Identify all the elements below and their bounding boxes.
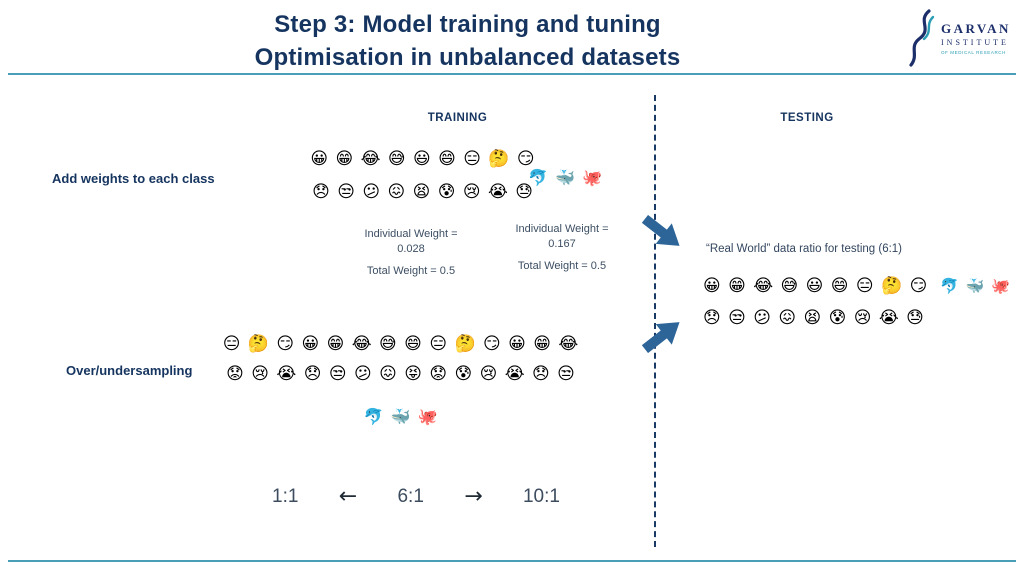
- individual-weight-label-2: Individual Weight =: [515, 223, 609, 235]
- training-column-label: TRAINING: [427, 112, 488, 124]
- weight-group-minority: Individual Weight = 0.167 Total Weight =…: [487, 222, 637, 274]
- footer-rule: [8, 560, 1016, 562]
- sampling-animal-emojis: 🐬 🐳 🐙: [363, 407, 439, 426]
- sampling-sad-emojis: 😟 😢 😭 😞 😒 😕 😖 😝 😟 😰 😢 😭 😞 😒: [226, 364, 576, 384]
- weight-group-majority: Individual Weight = 0.028 Total Weight =…: [330, 227, 492, 279]
- testing-row-sad: 😞 😒 😕 😖 😫 😰 😢 😭 😓: [703, 308, 925, 328]
- logo-subtitle: OF MEDICAL RESEARCH: [941, 49, 1006, 55]
- weights-majority-happy-emojis: 😀 😁 😂 😅 😃 😄 😑 🤔 😏: [310, 149, 536, 169]
- ratio-10-1: 10:1: [522, 486, 560, 507]
- testing-column-label: TESTING: [780, 112, 834, 124]
- logo-name: GARVAN: [941, 20, 1011, 36]
- total-weight-2: Total Weight = 0.5: [517, 260, 607, 272]
- weights-minority-animal-emojis: 🐬 🐳 🐙: [528, 168, 603, 187]
- dna-dancer-icon: [909, 9, 935, 67]
- real-world-ratio-caption: “Real World” data ratio for testing (6:1…: [706, 243, 903, 255]
- ratio-scale: 1:1 ← 6:1 → 10:1: [272, 486, 560, 508]
- page-title: Step 3: Model training and tuning Optimi…: [0, 8, 935, 74]
- train-test-dashed-divider: [654, 95, 656, 547]
- ratio-6-1: 6:1: [397, 486, 424, 507]
- weights-majority-sad-emojis: 😞 😒 😕 😖 😫 😰 😢 😭 😓: [312, 182, 534, 202]
- testing-sad-emojis: 😞 😒 😕 😖 😫 😰 😢 😭 😓: [703, 308, 925, 328]
- testing-animal-emojis: 🐬 🐳 🐙: [940, 277, 1011, 295]
- logo-institute: INSTITUTE: [941, 37, 1009, 47]
- weights-row-label: Add weights to each class: [52, 171, 215, 186]
- right-arrow-icon: →: [464, 484, 483, 509]
- sampling-happy-emojis: 😑 🤔 😏 😀 😁 😂 😅 😄 😑 🤔 😏 😀 😁 😂: [222, 334, 580, 354]
- individual-weight-value-2: 0.167: [548, 238, 576, 250]
- logo-text: GARVAN INSTITUTE OF MEDICAL RESEARCH: [941, 21, 1011, 56]
- train-to-test-arrow-down: [641, 214, 680, 246]
- testing-row-happy: 😀 😁 😂 😅 😃 😄 😑 🤔 😏 🐬 🐳 🐙: [703, 276, 1011, 296]
- testing-happy-emojis: 😀 😁 😂 😅 😃 😄 😑 🤔 😏: [703, 276, 929, 296]
- ratio-1-1: 1:1: [272, 486, 299, 507]
- left-arrow-icon: ←: [338, 484, 358, 509]
- garvan-logo: GARVAN INSTITUTE OF MEDICAL RESEARCH: [902, 6, 1014, 70]
- individual-weight-value-1: 0.028: [397, 243, 425, 255]
- train-to-test-arrow-up: [641, 322, 680, 354]
- sampling-row-label: Over/undersampling: [66, 363, 193, 378]
- title-line-1: Step 3: Model training and tuning: [274, 11, 661, 38]
- header-rule: [8, 73, 1016, 75]
- title-line-2: Optimisation in unbalanced datasets: [254, 44, 681, 71]
- total-weight-1: Total Weight = 0.5: [366, 265, 456, 277]
- individual-weight-label-1: Individual Weight =: [364, 228, 458, 240]
